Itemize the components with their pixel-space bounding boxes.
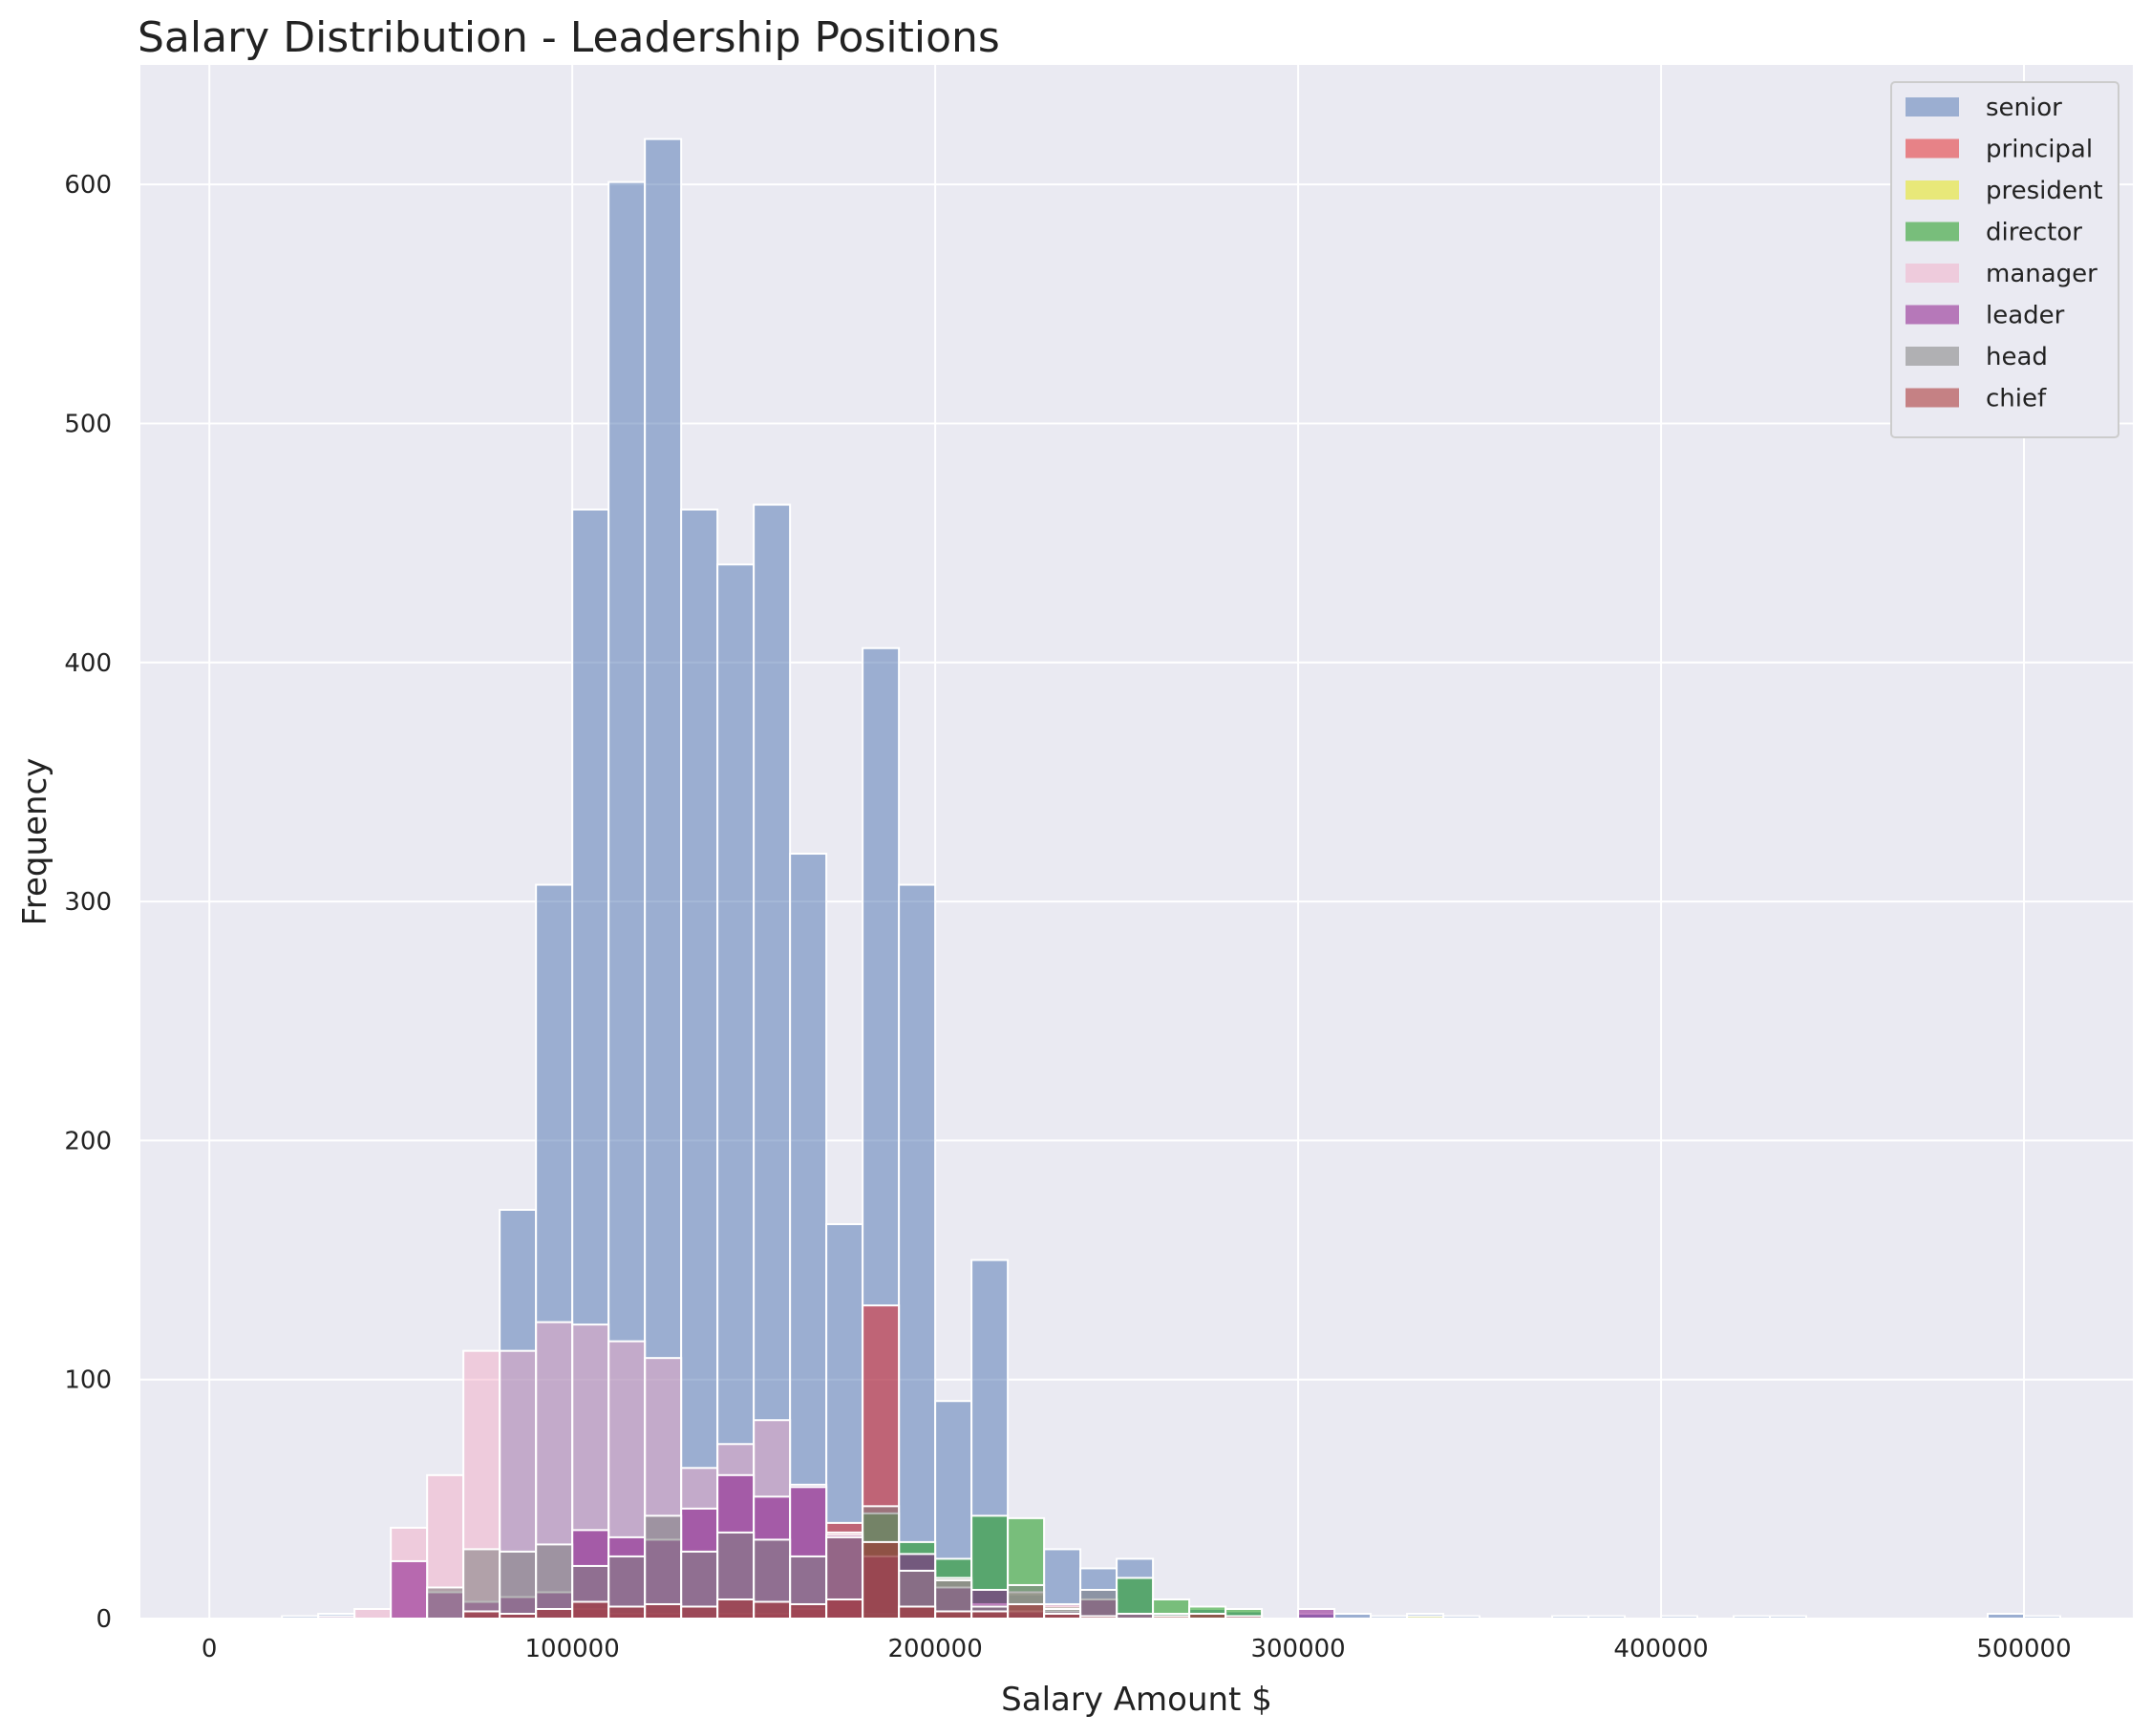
bar-chief (1152, 1615, 1191, 1620)
legend-label-president: president (1986, 177, 2103, 205)
legend-swatch-president (1906, 180, 1959, 200)
bar-head (644, 1514, 683, 1620)
bar-senior (753, 503, 792, 1620)
bar-leader (1297, 1607, 1336, 1620)
bar-manager (353, 1607, 393, 1620)
bar-senior (2023, 1615, 2062, 1620)
legend-swatch-senior (1906, 97, 1959, 116)
bar-leader (390, 1559, 429, 1620)
bar-chief (462, 1610, 501, 1620)
bar-chief (571, 1600, 610, 1620)
bar-chief (970, 1610, 1010, 1620)
x-tick-label: 200000 (887, 1635, 982, 1663)
bar-senior (1987, 1612, 2026, 1620)
bar-chief (644, 1602, 683, 1620)
x-tick-label: 0 (202, 1635, 218, 1663)
bar-chief (1043, 1612, 1082, 1620)
bar-head (499, 1550, 538, 1620)
y-axis-ticks: 0 100 200 300 400 500 600 (64, 171, 112, 1634)
y-tick-label: 300 (64, 888, 112, 917)
y-tick-label: 500 (64, 410, 112, 438)
bar-senior (1442, 1615, 1481, 1620)
bar-head (535, 1543, 574, 1620)
bar-chief (934, 1610, 973, 1620)
y-tick-label: 400 (64, 649, 112, 678)
bar-chief (499, 1612, 538, 1620)
bar-chief (1079, 1615, 1118, 1620)
bar-senior (1370, 1615, 1409, 1620)
x-tick-label: 100000 (525, 1635, 620, 1663)
bar-manager (317, 1615, 356, 1620)
series-chief (462, 1540, 1264, 1620)
bar-chief (716, 1598, 756, 1620)
legend-label-principal: principal (1986, 136, 2093, 164)
bar-senior (1333, 1612, 1373, 1620)
bar-chief (898, 1605, 937, 1620)
y-axis-label: Frequency (16, 758, 54, 926)
plot-area (140, 65, 2133, 1619)
bar-senior (607, 180, 647, 1620)
bar-head (1116, 1612, 1155, 1620)
y-tick-label: 100 (64, 1366, 112, 1395)
x-tick-label: 300000 (1250, 1635, 1345, 1663)
legend-label-head: head (1986, 343, 2048, 371)
bar-chief (680, 1605, 719, 1620)
bar-senior (1733, 1615, 1772, 1620)
x-tick-label: 500000 (1976, 1635, 2071, 1663)
bar-head (462, 1548, 501, 1620)
legend-swatch-director (1906, 222, 1959, 242)
bar-chief (1007, 1602, 1046, 1620)
bar-senior (1587, 1615, 1627, 1620)
bar-chief (862, 1540, 901, 1620)
x-axis-label: Salary Amount $ (1001, 1681, 1272, 1719)
bar-head (426, 1586, 465, 1620)
legend-swatch-chief (1906, 388, 1959, 408)
bar-senior (680, 508, 719, 1620)
bar-chief (535, 1607, 574, 1620)
chart-title: Salary Distribution - Leadership Positio… (138, 13, 1000, 62)
legend-swatch-principal (1906, 138, 1959, 159)
legend-swatch-manager (1906, 264, 1959, 283)
bar-head (1079, 1588, 1118, 1620)
bar-senior (535, 883, 574, 1620)
bar-president (1406, 1615, 1445, 1620)
series-senior (281, 138, 2062, 1620)
bar-chief (1225, 1615, 1264, 1620)
y-tick-label: 0 (96, 1605, 112, 1634)
legend-label-senior: senior (1986, 94, 2062, 122)
bar-senior (1769, 1615, 1808, 1620)
bar-senior (281, 1615, 320, 1620)
legend-swatch-head (1906, 347, 1959, 366)
legend-swatch-leader (1906, 305, 1959, 325)
y-tick-label: 600 (64, 171, 112, 200)
bar-senior (1551, 1615, 1590, 1620)
bar-senior (898, 883, 937, 1620)
bar-chief (825, 1598, 864, 1620)
x-tick-label: 400000 (1613, 1635, 1708, 1663)
bar-chief (607, 1605, 647, 1620)
legend-label-chief: chief (1986, 385, 2047, 413)
y-tick-label: 200 (64, 1127, 112, 1155)
bar-chief (1188, 1612, 1227, 1620)
x-axis-ticks: 0 100000 200000 300000 400000 500000 (202, 1635, 2072, 1663)
legend: senior principal president director manager l… (1890, 81, 2119, 438)
legend-label-director: director (1986, 219, 2082, 247)
bar-senior (1660, 1615, 1699, 1620)
bar-chief (753, 1600, 792, 1620)
bar-director (1116, 1577, 1155, 1620)
legend-label-leader: leader (1986, 302, 2065, 330)
bar-chief (789, 1602, 828, 1620)
legend-label-manager: manager (1986, 260, 2098, 288)
histogram-bars (281, 138, 2062, 1620)
